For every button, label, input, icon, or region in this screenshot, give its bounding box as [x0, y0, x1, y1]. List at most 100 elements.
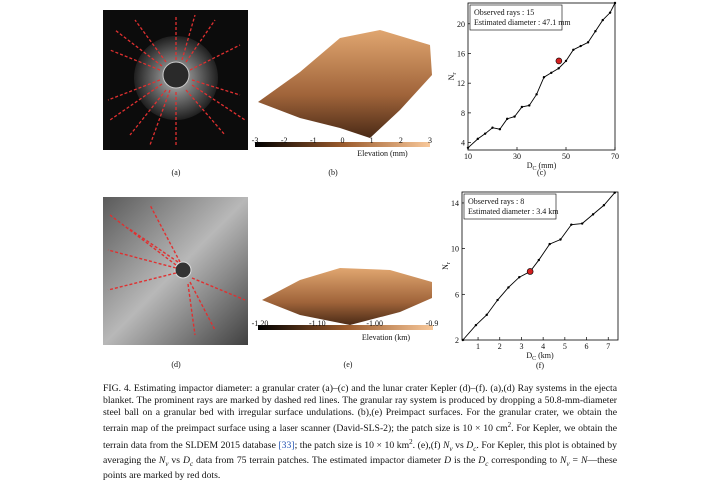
point	[537, 258, 541, 262]
colorbar-label: Elevation (mm)	[357, 149, 408, 158]
rays-a	[107, 14, 246, 146]
annotation: Observed rays : 8	[468, 197, 524, 206]
colorbar-tick-label: -3	[252, 136, 259, 145]
caption-text: N	[580, 454, 588, 466]
caption-text: data from 75 terrain patches. The estima…	[193, 454, 445, 466]
y-tick-label: 10	[451, 245, 459, 254]
point	[461, 338, 465, 342]
point	[491, 126, 494, 129]
y-tick-label: 14	[451, 199, 459, 208]
x-axis-label: DC (km)	[526, 351, 554, 362]
point	[557, 67, 560, 70]
caption-text: 2	[409, 437, 413, 446]
x-tick-label: 4	[541, 342, 545, 351]
x-tick-label: 50	[562, 152, 570, 161]
point	[594, 30, 597, 33]
point	[608, 11, 612, 14]
point	[586, 41, 590, 44]
caption-text: FIG. 4. Estimating impactor diameter: a …	[103, 383, 617, 435]
point	[613, 1, 617, 5]
colorbar-tick-label: 0	[341, 136, 345, 145]
plot-frame	[467, 2, 616, 151]
caption-text: c	[189, 459, 194, 468]
y-tick-label: 4	[461, 139, 465, 148]
y-tick-label: 2	[455, 336, 459, 345]
caption-text: v	[566, 459, 570, 468]
caption-text: =	[569, 454, 581, 466]
caption-text: D	[466, 439, 474, 451]
x-tick-label: 7	[606, 342, 610, 351]
colorbar-tick-label: -0.9	[426, 319, 439, 328]
plot-frame	[461, 191, 619, 341]
colorbar-tick-label: -2	[281, 136, 288, 145]
point	[564, 59, 568, 63]
colorbar-label: Elevation (km)	[362, 333, 411, 342]
caption-text: v	[165, 459, 169, 468]
panel-label: (b)	[328, 168, 338, 177]
point	[591, 213, 595, 216]
annotation: Observed rays : 15	[474, 8, 534, 17]
label-part: D	[527, 161, 533, 170]
colorbar-tick-label: 3	[428, 136, 432, 145]
panel-label: (d)	[171, 360, 181, 369]
point	[466, 146, 470, 149]
x-tick-label: 3	[519, 342, 523, 351]
point	[601, 18, 604, 22]
point	[513, 115, 516, 118]
label-part: C	[532, 356, 536, 362]
label-part: N	[441, 264, 450, 270]
x-tick-label: 1	[476, 342, 480, 351]
point	[506, 117, 509, 121]
caption-text: [33]	[278, 439, 295, 451]
label-part: C	[532, 166, 536, 172]
point	[572, 48, 575, 51]
caption-text: vs	[452, 439, 467, 451]
x-tick-label: 6	[585, 342, 589, 351]
caption-text: D	[182, 454, 190, 466]
point	[548, 242, 551, 246]
crater	[174, 261, 192, 279]
caption-text: D	[444, 454, 452, 466]
point	[542, 76, 546, 79]
label-part: r	[446, 262, 452, 264]
y-tick-label: 20	[457, 20, 465, 29]
colorbar-tick-label: -1.20	[252, 319, 269, 328]
caption-text: c	[485, 459, 489, 468]
colorbar-e	[258, 325, 433, 330]
colorbar-tick-label: -1.00	[366, 319, 383, 328]
panel-label: (a)	[172, 168, 181, 177]
caption-text: ; the patch size is 10 × 10 km	[294, 439, 410, 451]
point	[559, 238, 562, 241]
estimate-point	[526, 268, 534, 275]
x-axis-label: DC (mm)	[527, 161, 557, 172]
point	[474, 323, 478, 327]
caption-text: 2	[507, 421, 512, 430]
caption-text: corresponding to	[488, 454, 561, 466]
colorbar-b	[255, 142, 430, 147]
colorbar-tick-label: -1	[310, 136, 317, 145]
label-part: D	[526, 351, 532, 360]
colorbar-tick-label: 1	[370, 136, 374, 145]
label-part: (mm)	[537, 161, 557, 170]
caption-text: N	[158, 454, 166, 466]
point	[579, 44, 582, 48]
point	[485, 313, 488, 317]
caption-text: c	[473, 444, 477, 453]
y-axis-label: Nr	[441, 262, 452, 270]
point	[613, 191, 616, 194]
colorbar-tick-label: 2	[399, 136, 403, 145]
caption-text: is the	[451, 454, 479, 466]
point	[518, 275, 521, 279]
point	[498, 128, 502, 131]
caption-text: . (e),(f)	[412, 439, 443, 451]
panel-label: (f)	[536, 361, 544, 370]
label-part: N	[447, 74, 456, 80]
x-tick-label: 5	[563, 342, 567, 351]
y-axis-label: Nr	[447, 73, 458, 81]
point	[507, 286, 510, 289]
caption-text: N	[442, 439, 450, 451]
x-tick-label: 30	[513, 152, 521, 161]
rays-d	[107, 204, 246, 336]
